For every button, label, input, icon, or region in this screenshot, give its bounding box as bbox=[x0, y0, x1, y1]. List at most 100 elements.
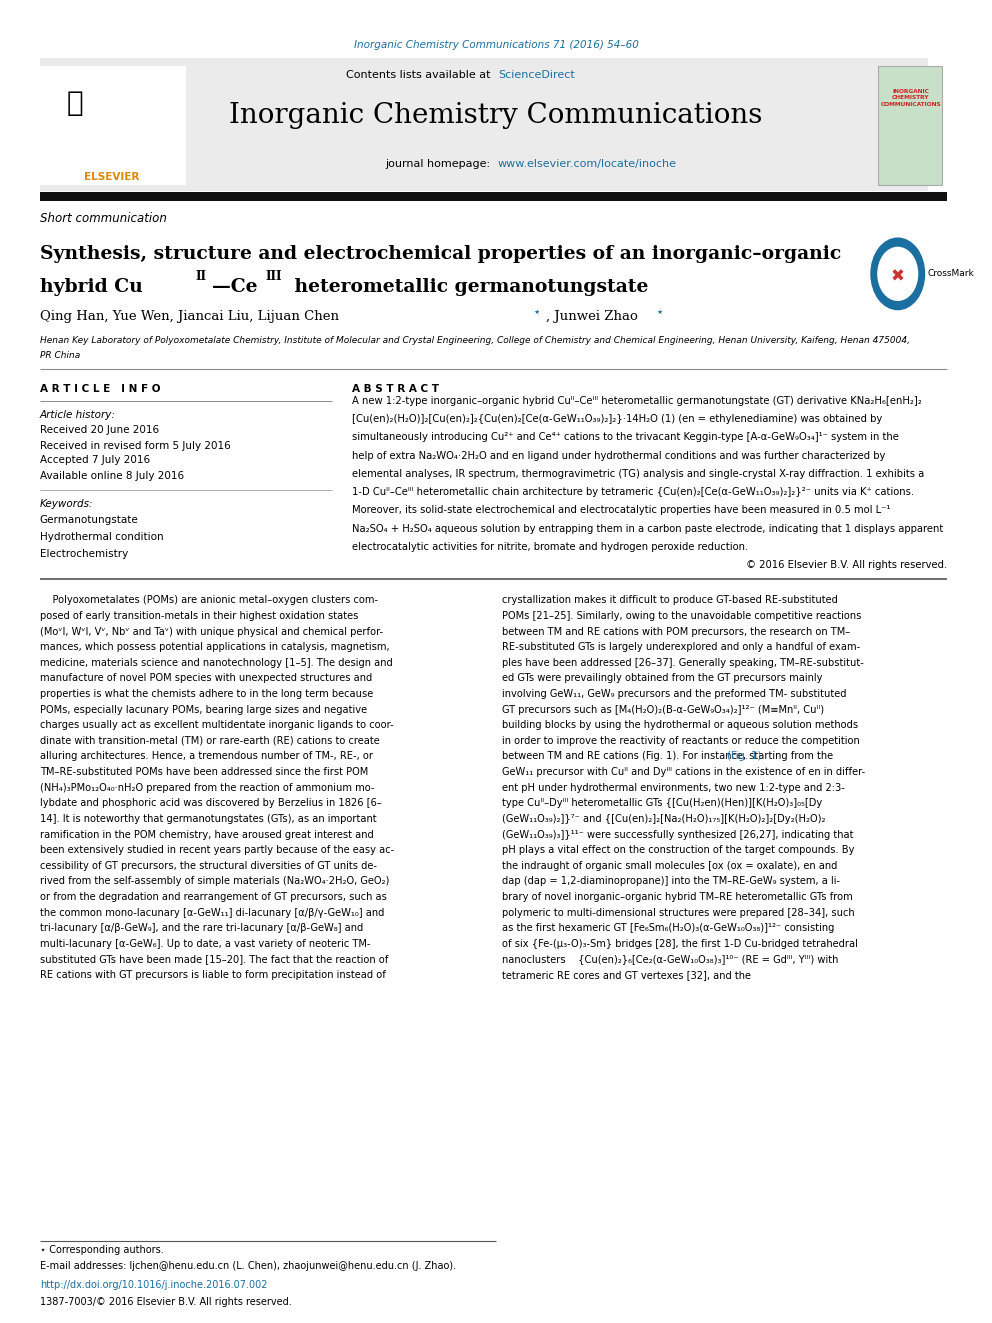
Text: in order to improve the reactivity of reactants or reduce the competition: in order to improve the reactivity of re… bbox=[502, 736, 860, 746]
Text: of six {Fe-(μ₃-O)₃-Sm} bridges [28], the first 1-D Cu-bridged tetrahedral: of six {Fe-(μ₃-O)₃-Sm} bridges [28], the… bbox=[502, 939, 858, 949]
Text: ed GTs were prevailingly obtained from the GT precursors mainly: ed GTs were prevailingly obtained from t… bbox=[502, 673, 822, 684]
Text: , Junwei Zhao: , Junwei Zhao bbox=[546, 310, 642, 323]
Text: ScienceDirect: ScienceDirect bbox=[498, 70, 574, 81]
Text: properties is what the chemists adhere to in the long term because: properties is what the chemists adhere t… bbox=[40, 689, 373, 699]
Text: 14]. It is noteworthy that germanotungstates (GTs), as an important: 14]. It is noteworthy that germanotungst… bbox=[40, 814, 376, 824]
Text: Electrochemistry: Electrochemistry bbox=[40, 549, 128, 560]
Text: © 2016 Elsevier B.V. All rights reserved.: © 2016 Elsevier B.V. All rights reserved… bbox=[746, 560, 947, 570]
Text: multi-lacunary [α-GeW₆]. Up to date, a vast variety of neoteric TM-: multi-lacunary [α-GeW₆]. Up to date, a v… bbox=[40, 939, 370, 949]
Text: http://dx.doi.org/10.1016/j.inoche.2016.07.002: http://dx.doi.org/10.1016/j.inoche.2016.… bbox=[40, 1279, 267, 1290]
Text: INORGANIC
CHEMISTRY
COMMUNICATIONS: INORGANIC CHEMISTRY COMMUNICATIONS bbox=[880, 89, 941, 107]
Text: Germanotungstate: Germanotungstate bbox=[40, 515, 139, 525]
Text: help of extra Na₂WO₄·2H₂O and en ligand under hydrothermal conditions and was fu: help of extra Na₂WO₄·2H₂O and en ligand … bbox=[352, 451, 886, 460]
Text: involving GeW₁₁, GeW₉ precursors and the preformed TM- substituted: involving GeW₁₁, GeW₉ precursors and the… bbox=[502, 689, 846, 699]
Text: POMs, especially lacunary POMs, bearing large sizes and negative: POMs, especially lacunary POMs, bearing … bbox=[40, 705, 367, 714]
Text: ples have been addressed [26–37]. Generally speaking, TM–RE-substitut-: ples have been addressed [26–37]. Genera… bbox=[502, 658, 864, 668]
Text: GT precursors such as [M₄(H₂O)₂(B-α-GeW₉O₃₄)₂]¹²⁻ (M≡Mnᴵᴵ, Cuᴵᴵ): GT precursors such as [M₄(H₂O)₂(B-α-GeW₉… bbox=[502, 705, 824, 714]
Text: 1-D Cuᴵᴵ–Ceᴵᴵᴵ heterometallic chain architecture by tetrameric {Cu(en)₂[Ce(α-GeW: 1-D Cuᴵᴵ–Ceᴵᴵᴵ heterometallic chain arch… bbox=[352, 487, 915, 497]
Text: hybrid Cu: hybrid Cu bbox=[40, 278, 143, 296]
Text: the common mono-lacunary [α-GeW₁₁] di-lacunary [α/β/γ-GeW₁₀] and: the common mono-lacunary [α-GeW₁₁] di-la… bbox=[40, 908, 384, 918]
FancyBboxPatch shape bbox=[40, 66, 186, 185]
Text: ramification in the POM chemistry, have aroused great interest and: ramification in the POM chemistry, have … bbox=[40, 830, 373, 840]
Text: PR China: PR China bbox=[40, 352, 80, 360]
Text: dap (dap = 1,2-diaminopropane)] into the TM–RE-GeW₉ system, a li-: dap (dap = 1,2-diaminopropane)] into the… bbox=[502, 876, 840, 886]
Text: building blocks by using the hydrothermal or aqueous solution methods: building blocks by using the hydrotherma… bbox=[502, 720, 858, 730]
Text: heterometallic germanotungstate: heterometallic germanotungstate bbox=[288, 278, 648, 296]
Text: II: II bbox=[195, 270, 206, 283]
Text: POMs [21–25]. Similarly, owing to the unavoidable competitive reactions: POMs [21–25]. Similarly, owing to the un… bbox=[502, 611, 861, 620]
Text: ⋆: ⋆ bbox=[533, 306, 541, 319]
Text: Na₂SO₄ + H₂SO₄ aqueous solution by entrapping them in a carbon paste electrode, : Na₂SO₄ + H₂SO₄ aqueous solution by entra… bbox=[352, 524, 943, 533]
Text: (GeW₁₁O₃₉)₃]}¹¹⁻ were successfully synthesized [26,27], indicating that: (GeW₁₁O₃₉)₃]}¹¹⁻ were successfully synth… bbox=[502, 830, 853, 840]
FancyBboxPatch shape bbox=[40, 58, 928, 191]
Text: (NH₄)₃PMo₁₂O₄₀·nH₂O prepared from the reaction of ammonium mo-: (NH₄)₃PMo₁₂O₄₀·nH₂O prepared from the re… bbox=[40, 783, 374, 792]
Text: ELSEVIER: ELSEVIER bbox=[84, 172, 140, 183]
Text: crystallization makes it difficult to produce GT-based RE-substituted: crystallization makes it difficult to pr… bbox=[502, 595, 838, 606]
Text: Inorganic Chemistry Communications: Inorganic Chemistry Communications bbox=[229, 102, 763, 128]
Text: 1387-7003/© 2016 Elsevier B.V. All rights reserved.: 1387-7003/© 2016 Elsevier B.V. All right… bbox=[40, 1297, 292, 1307]
Text: CrossMark: CrossMark bbox=[928, 270, 974, 278]
Text: posed of early transition-metals in their highest oxidation states: posed of early transition-metals in thei… bbox=[40, 611, 358, 620]
Text: Received in revised form 5 July 2016: Received in revised form 5 July 2016 bbox=[40, 441, 230, 451]
Text: —Ce: —Ce bbox=[212, 278, 258, 296]
Circle shape bbox=[871, 238, 925, 310]
Text: rived from the self-assembly of simple materials (Na₂WO₄·2H₂O, GeO₂): rived from the self-assembly of simple m… bbox=[40, 876, 389, 886]
Text: [Cu(en)₂(H₂O)]₂[Cu(en)₂]₂{Cu(en)₂[Ce(α-GeW₁₁O₃₉)₂]₂}·14H₂O (1) (en = ethylenedia: [Cu(en)₂(H₂O)]₂[Cu(en)₂]₂{Cu(en)₂[Ce(α-G… bbox=[352, 414, 883, 425]
Text: Moreover, its solid-state electrochemical and electrocatalytic properties have b: Moreover, its solid-state electrochemica… bbox=[352, 505, 891, 516]
Text: GeW₁₁ precursor with Cuᴵᴵ and Dyᴵᴵᴵ cations in the existence of en in differ-: GeW₁₁ precursor with Cuᴵᴵ and Dyᴵᴵᴵ cati… bbox=[502, 767, 865, 777]
Text: (Fig. 1): (Fig. 1) bbox=[727, 751, 762, 762]
Text: tetrameric RE cores and GT vertexes [32], and the: tetrameric RE cores and GT vertexes [32]… bbox=[502, 970, 751, 980]
Text: Synthesis, structure and electrochemical properties of an inorganic–organic: Synthesis, structure and electrochemical… bbox=[40, 245, 841, 263]
Text: simultaneously introducing Cu²⁺ and Ce⁴⁺ cations to the trivacant Keggin-type [A: simultaneously introducing Cu²⁺ and Ce⁴⁺… bbox=[352, 433, 899, 442]
Text: dinate with transition-metal (TM) or rare-earth (RE) cations to create: dinate with transition-metal (TM) or rar… bbox=[40, 736, 379, 746]
Text: cessibility of GT precursors, the structural diversities of GT units de-: cessibility of GT precursors, the struct… bbox=[40, 861, 377, 871]
Text: Keywords:: Keywords: bbox=[40, 499, 93, 509]
Text: Article history:: Article history: bbox=[40, 410, 115, 421]
Text: journal homepage:: journal homepage: bbox=[385, 159, 494, 169]
Text: pH plays a vital effect on the construction of the target compounds. By: pH plays a vital effect on the construct… bbox=[502, 845, 854, 855]
Text: Hydrothermal condition: Hydrothermal condition bbox=[40, 532, 164, 542]
Text: Polyoxometalates (POMs) are anionic metal–oxygen clusters com-: Polyoxometalates (POMs) are anionic meta… bbox=[40, 595, 378, 606]
Text: Accepted 7 July 2016: Accepted 7 July 2016 bbox=[40, 455, 150, 466]
Text: RE cations with GT precursors is liable to form precipitation instead of: RE cations with GT precursors is liable … bbox=[40, 970, 386, 980]
Text: between TM and RE cations with POM precursors, the research on TM–: between TM and RE cations with POM precu… bbox=[502, 627, 850, 636]
Text: or from the degradation and rearrangement of GT precursors, such as: or from the degradation and rearrangemen… bbox=[40, 892, 387, 902]
Text: as the first hexameric GT [Fe₆Sm₆(H₂O)₃(α-GeW₁₀O₃₈)]¹²⁻ consisting: as the first hexameric GT [Fe₆Sm₆(H₂O)₃(… bbox=[502, 923, 834, 933]
Text: Available online 8 July 2016: Available online 8 July 2016 bbox=[40, 471, 184, 482]
Text: type Cuᴵᴵ–Dyᴵᴵᴵ heterometallic GTs {[Cu(H₂en)(Hen)][K(H₂O)₃]₀₅[Dy: type Cuᴵᴵ–Dyᴵᴵᴵ heterometallic GTs {[Cu(… bbox=[502, 798, 822, 808]
Text: A new 1:2-type inorganic–organic hybrid Cuᴵᴵ–Ceᴵᴵᴵ heterometallic germanotungsta: A new 1:2-type inorganic–organic hybrid … bbox=[352, 396, 922, 406]
Text: Short communication: Short communication bbox=[40, 212, 167, 225]
Text: the indraught of organic small molecules [ox (ox = oxalate), en and: the indraught of organic small molecules… bbox=[502, 861, 837, 871]
Text: brary of novel inorganic–organic hybrid TM–RE heterometallic GTs from: brary of novel inorganic–organic hybrid … bbox=[502, 892, 853, 902]
Text: ent pH under hydrothermal environments, two new 1:2-type and 2:3-: ent pH under hydrothermal environments, … bbox=[502, 783, 845, 792]
Text: been extensively studied in recent years partly because of the easy ac-: been extensively studied in recent years… bbox=[40, 845, 394, 855]
Text: lybdate and phosphoric acid was discovered by Berzelius in 1826 [6–: lybdate and phosphoric acid was discover… bbox=[40, 798, 382, 808]
Bar bbox=[40, 192, 947, 201]
Text: tri-lacunary [α/β-GeW₉], and the rare tri-lacunary [α/β-GeW₈] and: tri-lacunary [α/β-GeW₉], and the rare tr… bbox=[40, 923, 363, 933]
FancyBboxPatch shape bbox=[878, 66, 942, 185]
Text: Inorganic Chemistry Communications 71 (2016) 54–60: Inorganic Chemistry Communications 71 (2… bbox=[353, 40, 639, 50]
Text: ⋆ Corresponding authors.: ⋆ Corresponding authors. bbox=[40, 1245, 164, 1256]
Text: charges usually act as excellent multidentate inorganic ligands to coor-: charges usually act as excellent multide… bbox=[40, 720, 394, 730]
Text: (MoᵛI, WᵛI, Vᵛ, Nbᵛ and Taᵛ) with unique physical and chemical perfor-: (MoᵛI, WᵛI, Vᵛ, Nbᵛ and Taᵛ) with unique… bbox=[40, 627, 383, 636]
Text: between TM and RE cations (Fig. 1). For instance, starting from the: between TM and RE cations (Fig. 1). For … bbox=[502, 751, 833, 762]
Circle shape bbox=[878, 247, 918, 300]
Text: alluring architectures. Hence, a tremendous number of TM-, RE-, or: alluring architectures. Hence, a tremend… bbox=[40, 751, 373, 762]
Text: medicine, materials science and nanotechnology [1–5]. The design and: medicine, materials science and nanotech… bbox=[40, 658, 393, 668]
Text: III: III bbox=[266, 270, 283, 283]
Text: Contents lists available at: Contents lists available at bbox=[346, 70, 494, 81]
Text: substituted GTs have been made [15–20]. The fact that the reaction of: substituted GTs have been made [15–20]. … bbox=[40, 954, 388, 964]
Text: mances, which possess potential applications in catalysis, magnetism,: mances, which possess potential applicat… bbox=[40, 642, 389, 652]
Text: elemental analyses, IR spectrum, thermogravimetric (TG) analysis and single-crys: elemental analyses, IR spectrum, thermog… bbox=[352, 468, 925, 479]
Text: electrocatalytic activities for nitrite, bromate and hydrogen peroxide reduction: electrocatalytic activities for nitrite,… bbox=[352, 542, 748, 552]
Text: polymeric to multi-dimensional structures were prepared [28–34], such: polymeric to multi-dimensional structure… bbox=[502, 908, 854, 918]
Text: Received 20 June 2016: Received 20 June 2016 bbox=[40, 425, 159, 435]
Text: manufacture of novel POM species with unexpected structures and: manufacture of novel POM species with un… bbox=[40, 673, 372, 684]
Text: 🌳: 🌳 bbox=[67, 89, 83, 118]
Text: www.elsevier.com/locate/inoche: www.elsevier.com/locate/inoche bbox=[498, 159, 677, 169]
Text: ✖: ✖ bbox=[891, 267, 905, 286]
Text: ⋆: ⋆ bbox=[656, 306, 664, 319]
Text: RE-substituted GTs is largely underexplored and only a handful of exam-: RE-substituted GTs is largely underexplo… bbox=[502, 642, 860, 652]
Text: Henan Key Laboratory of Polyoxometalate Chemistry, Institute of Molecular and Cr: Henan Key Laboratory of Polyoxometalate … bbox=[40, 336, 910, 344]
Text: Qing Han, Yue Wen, Jiancai Liu, Lijuan Chen: Qing Han, Yue Wen, Jiancai Liu, Lijuan C… bbox=[40, 310, 343, 323]
